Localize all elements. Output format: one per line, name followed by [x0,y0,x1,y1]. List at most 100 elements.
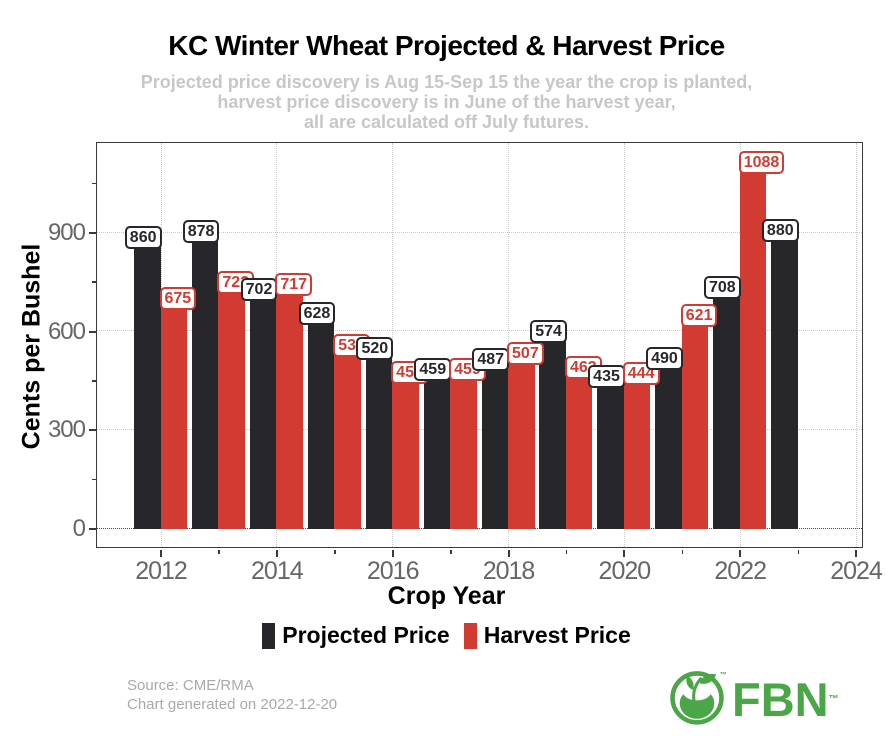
x-tick-label: 2024 [830,557,883,585]
bar-value-label: 621 [680,304,718,328]
subtitle-line: all are calculated off July futures. [303,112,590,132]
generated-line: Chart generated on 2022-12-20 [127,696,338,713]
bar-harvest [450,377,477,529]
x-tick [275,550,278,557]
x-tick [160,550,162,557]
y-tick-label: 0 [72,515,86,542]
x-minor-tick [565,550,568,554]
legend-marker [262,622,276,649]
x-minor-tick [797,550,800,554]
bar-value-label: 520 [356,337,394,361]
y-tick [89,429,97,432]
bar-value-label: 675 [159,286,197,310]
bar-projected [481,368,509,529]
bar-projected [249,297,277,529]
plot-area: 860 675 878 722 702 717 628 531 520 450 459 459 487 5… [95,141,863,548]
x-axis-title: Crop Year [387,582,506,610]
subtitle-line: harvest price discovery is in June of th… [217,92,676,112]
fbn-logo-text: FBN [732,672,829,726]
bar-value-label: 708 [704,275,741,299]
x-tick-label: 2014 [251,557,304,585]
bar-projected [655,367,682,529]
bar-harvest [218,291,245,529]
source-line: Source: CME/RMA [127,677,254,694]
bar-harvest [160,306,187,529]
svg-text:™: ™ [720,670,726,679]
bar-value-label: 507 [507,341,544,365]
legend-item: Harvest Price [463,622,631,649]
y-minor-tick [92,281,97,283]
bar-harvest [392,380,419,529]
bar-value-label: 702 [240,277,278,301]
legend-marker [463,622,477,649]
bar-value-label: 490 [646,347,683,371]
bar-value-label: 487 [472,348,510,372]
bar-value-label: 880 [761,219,799,243]
bar-harvest [681,324,709,529]
chart-subtitle: Projected price discovery is Aug 15-Sep … [64,72,829,132]
y-tick [89,232,97,234]
x-tick-label: 2012 [135,557,188,585]
y-tick-label: 900 [47,219,86,246]
bar-projected [134,245,161,529]
fbn-logo-trademark: ™ [828,693,839,705]
gridline-x [855,142,857,547]
bar-value-label: 1088 [738,150,785,174]
bar-value-label: 574 [530,319,567,343]
gridline-x [623,142,625,547]
x-minor-tick [218,550,220,554]
bar-projected [597,385,624,529]
y-tick-label: 300 [47,416,86,444]
bar-harvest [565,376,593,529]
bar-projected [307,321,335,529]
bar-projected [365,357,393,529]
legend: Projected Price Harvest Price [64,622,829,649]
bar-value-label: 860 [124,225,162,249]
bar-harvest [739,170,767,529]
fbn-logo-icon: ™ [668,668,727,731]
bar-projected [771,239,798,529]
y-tick [89,330,97,333]
y-minor-tick [92,478,97,481]
legend-label: Harvest Price [483,622,631,648]
chart-title: KC Winter Wheat Projected & Harvest Pric… [168,30,725,61]
x-tick [507,550,510,557]
x-tick [391,550,394,557]
bar-value-label: 459 [414,357,452,381]
bar-value-label: 717 [275,272,313,296]
x-tick-label: 2022 [714,557,767,585]
bar-harvest [334,353,361,529]
x-tick-label: 2018 [482,557,536,585]
bar-projected [539,339,566,529]
bar-projected [713,295,740,529]
x-tick [739,550,742,557]
bar-harvest [508,361,535,529]
y-minor-tick [92,380,97,382]
bar-harvest [276,292,303,529]
bar-harvest [623,382,651,529]
x-tick [623,550,626,557]
x-minor-tick [681,550,684,554]
y-minor-tick [92,182,97,185]
legend-label: Projected Price [282,622,450,648]
gridline-y [96,231,862,233]
x-minor-tick [450,550,452,554]
bar-projected [191,239,219,529]
gridline-y [96,428,862,430]
bar-projected [423,377,451,529]
gridline-y [96,527,862,529]
source-note: Source: CME/RMA Chart generated on 2022-… [127,676,337,714]
x-tick-label: 2016 [366,557,420,585]
bar-value-label: 435 [588,365,625,389]
legend-item: Projected Price [262,622,450,649]
fbn-logo: ™ FBN ™ [668,668,839,731]
gridline-y [96,330,862,332]
bar-value-label: 878 [182,219,220,243]
bar-value-label: 628 [298,301,336,325]
x-tick-label: 2020 [598,557,652,585]
y-tick [89,528,97,530]
x-minor-tick [334,550,336,554]
subtitle-line: Projected price discovery is Aug 15-Sep … [140,72,753,92]
y-tick-label: 600 [47,317,86,345]
